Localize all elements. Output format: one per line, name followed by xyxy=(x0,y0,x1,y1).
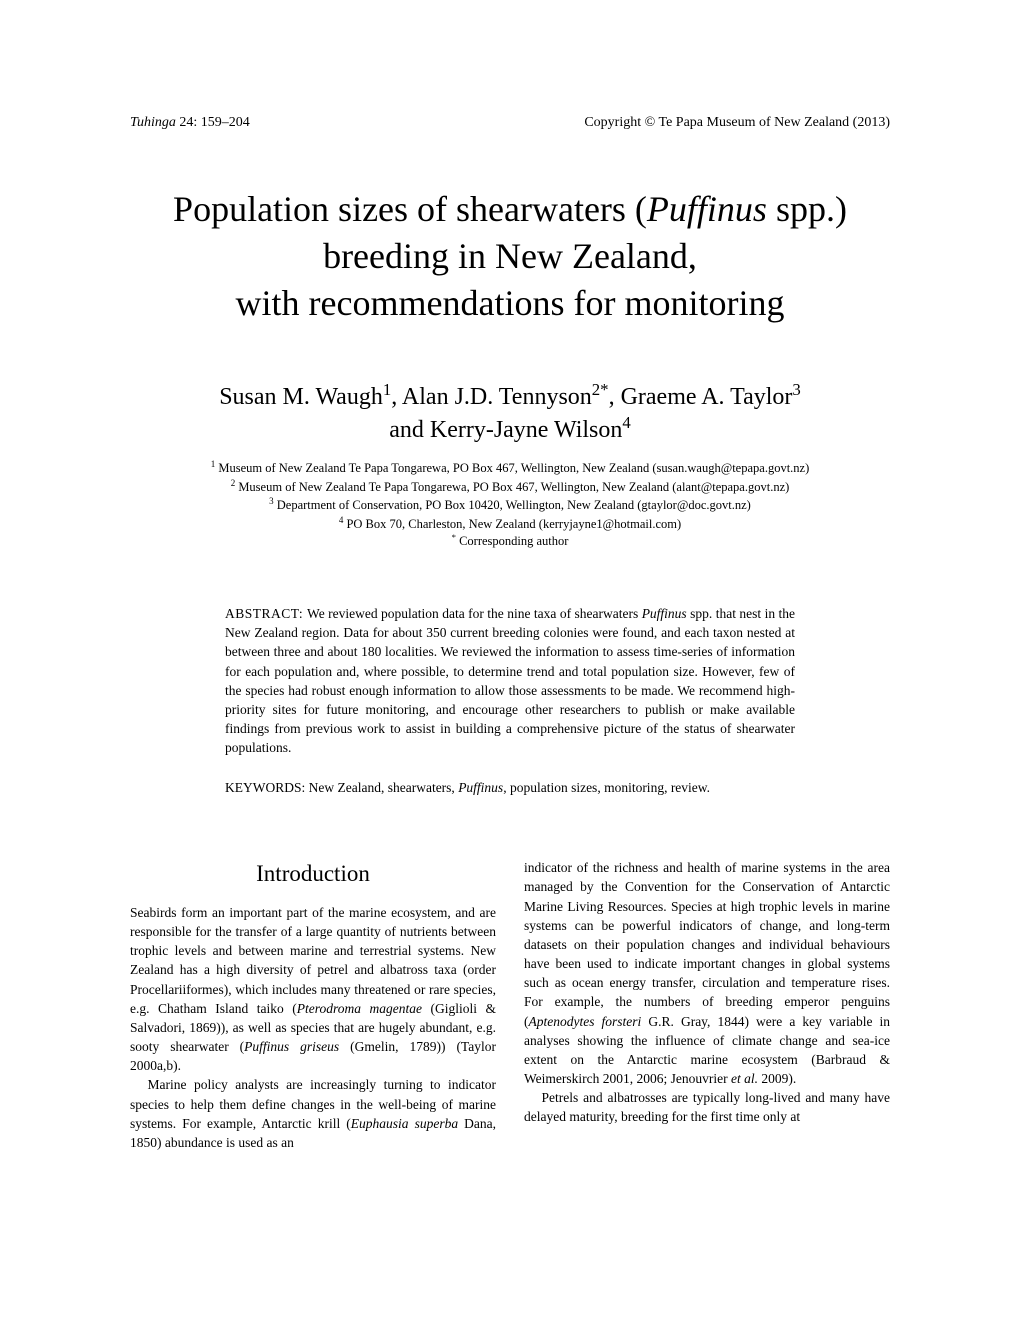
author-4-sup: 4 xyxy=(622,413,630,432)
right-p1-etal: et al. xyxy=(731,1071,758,1086)
author-1-sup: 1 xyxy=(383,380,391,399)
header-right: Copyright © Te Papa Museum of New Zealan… xyxy=(584,115,890,131)
journal-ref: 24: 159–204 xyxy=(176,115,250,130)
left-column: Introduction Seabirds form an important … xyxy=(130,858,496,1152)
right-p1-a: indicator of the richness and health of … xyxy=(524,860,890,1028)
intro-p1-species2: Puffinus griseus xyxy=(244,1039,339,1054)
affil-3-text: Department of Conservation, PO Box 10420… xyxy=(277,498,751,512)
author-3: , Graeme A. Taylor xyxy=(609,384,793,410)
body-columns: Introduction Seabirds form an important … xyxy=(130,858,890,1152)
corr-text: Corresponding author xyxy=(459,534,568,548)
title-genus: Puffinus xyxy=(647,189,767,229)
right-column: indicator of the richness and health of … xyxy=(524,858,890,1152)
author-4: and Kerry-Jayne Wilson xyxy=(389,417,622,443)
corresponding-author: * Corresponding author xyxy=(130,534,890,549)
abstract-genus: Puffinus xyxy=(642,606,687,621)
affil-4-text: PO Box 70, Charleston, New Zealand (kerr… xyxy=(346,517,681,531)
title-line2: breeding in New Zealand, xyxy=(323,236,697,276)
affil-1-sup: 1 xyxy=(211,459,216,469)
right-para-1: indicator of the richness and health of … xyxy=(524,858,890,1088)
title-line1-pre: Population sizes of shearwaters ( xyxy=(173,189,647,229)
intro-p2-species1: Euphausia superba xyxy=(351,1116,458,1131)
intro-para-2: Marine policy analysts are increasingly … xyxy=(130,1075,496,1152)
affiliation-2: 2 Museum of New Zealand Te Papa Tongarew… xyxy=(130,479,890,497)
abstract-label: ABSTRACT: xyxy=(225,606,307,621)
abstract-text-pre: We reviewed population data for the nine… xyxy=(307,606,642,621)
header-left: Tuhinga 24: 159–204 xyxy=(130,115,250,131)
author-3-sup: 3 xyxy=(792,380,800,399)
affil-1-text: Museum of New Zealand Te Papa Tongarewa,… xyxy=(218,461,809,475)
author-2-sup: 2* xyxy=(592,380,609,399)
right-p1-species1: Aptenodytes forsteri xyxy=(529,1014,642,1029)
affil-2-text: Museum of New Zealand Te Papa Tongarewa,… xyxy=(238,480,789,494)
keywords-genus: Puffinus xyxy=(458,780,503,795)
intro-heading: Introduction xyxy=(130,858,496,891)
article-title: Population sizes of shearwaters (Puffinu… xyxy=(130,186,890,326)
affil-3-sup: 3 xyxy=(269,496,274,506)
title-line3: with recommendations for monitoring xyxy=(236,283,785,323)
title-line1-post: spp.) xyxy=(767,189,847,229)
right-para-2: Petrels and albatrosses are typically lo… xyxy=(524,1088,890,1126)
author-2: , Alan J.D. Tennyson xyxy=(391,384,592,410)
corr-sup: * xyxy=(452,532,456,542)
keywords-post: , population sizes, monitoring, review. xyxy=(503,780,710,795)
affiliation-4: 4 PO Box 70, Charleston, New Zealand (ke… xyxy=(130,516,890,534)
abstract: ABSTRACT: We reviewed population data fo… xyxy=(225,604,795,757)
authors-block: Susan M. Waugh1, Alan J.D. Tennyson2*, G… xyxy=(130,381,890,446)
affil-2-sup: 2 xyxy=(231,478,236,488)
keywords-pre: New Zealand, shearwaters, xyxy=(309,780,459,795)
affiliation-3: 3 Department of Conservation, PO Box 104… xyxy=(130,497,890,515)
affiliation-1: 1 Museum of New Zealand Te Papa Tongarew… xyxy=(130,460,890,478)
author-1: Susan M. Waugh xyxy=(219,384,383,410)
intro-para-1: Seabirds form an important part of the m… xyxy=(130,903,496,1075)
running-header: Tuhinga 24: 159–204 Copyright © Te Papa … xyxy=(130,115,890,131)
page: Tuhinga 24: 159–204 Copyright © Te Papa … xyxy=(0,0,1020,1320)
affil-4-sup: 4 xyxy=(339,515,344,525)
intro-p1-a: Seabirds form an important part of the m… xyxy=(130,905,496,1016)
keywords-label: KEYWORDS: xyxy=(225,780,309,795)
right-p1-c: 2009). xyxy=(758,1071,796,1086)
keywords: KEYWORDS: New Zealand, shearwaters, Puff… xyxy=(225,779,795,798)
abstract-text-post: spp. that nest in the New Zealand region… xyxy=(225,606,795,755)
journal-name: Tuhinga xyxy=(130,115,176,130)
intro-p1-species1: Pterodroma magentae xyxy=(297,1001,422,1016)
